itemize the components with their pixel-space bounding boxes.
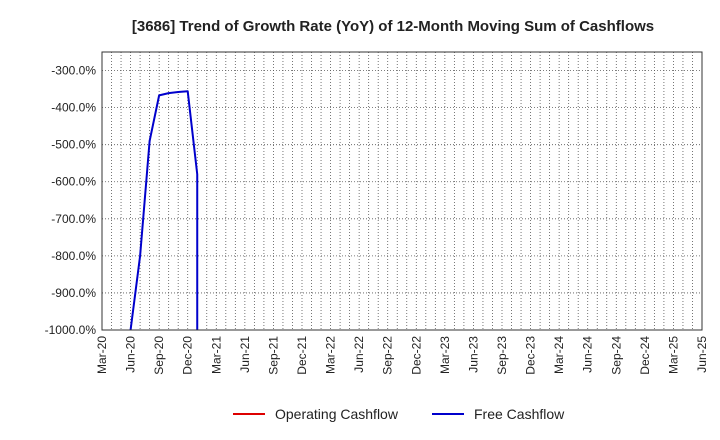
x-tick-label: Dec-23 <box>524 336 538 375</box>
x-tick-label: Sep-20 <box>152 336 166 375</box>
x-axis: Mar-20 Jun-20 Sep-20 Dec-20 Mar-21 Jun-21 Sep-… <box>95 336 709 375</box>
x-tick-label: Sep-21 <box>266 336 280 375</box>
x-tick-label: Jun-22 <box>352 336 366 373</box>
x-tick-label: Mar-25 <box>666 336 680 374</box>
x-tick-label: Jun-20 <box>124 336 138 373</box>
y-tick-label: -900.0% <box>51 286 96 300</box>
legend-label-free-cashflow: Free Cashflow <box>474 406 565 422</box>
chart-title: [3686] Trend of Growth Rate (YoY) of 12-… <box>132 18 654 35</box>
y-tick-label: -700.0% <box>51 212 96 226</box>
x-tick-label: Sep-24 <box>609 336 623 375</box>
y-axis: -300.0% -400.0% -500.0% -600.0% -700.0% -800.… <box>45 64 97 337</box>
series-line-free-cashflow <box>129 90 199 331</box>
x-tick-label: Dec-22 <box>409 336 423 375</box>
plot-area <box>102 52 702 330</box>
x-tick-label: Jun-24 <box>581 336 595 373</box>
x-tick-label: Jun-25 <box>695 336 709 373</box>
x-tick-label: Dec-21 <box>295 336 309 375</box>
y-tick-label: -800.0% <box>51 249 96 263</box>
y-tick-label: -1000.0% <box>45 323 97 337</box>
x-tick-label: Dec-20 <box>181 336 195 375</box>
x-tick-label: Mar-23 <box>438 336 452 374</box>
x-tick-label: Mar-24 <box>552 336 566 374</box>
series-layer <box>129 90 199 331</box>
x-tick-label: Sep-23 <box>495 336 509 375</box>
legend: Operating Cashflow Free Cashflow <box>233 406 565 422</box>
x-tick-label: Jun-23 <box>466 336 480 373</box>
y-tick-label: -600.0% <box>51 175 96 189</box>
x-tick-label: Mar-20 <box>95 336 109 374</box>
x-tick-label: Dec-24 <box>638 336 652 375</box>
y-tick-label: -500.0% <box>51 138 96 152</box>
legend-label-operating-cashflow: Operating Cashflow <box>275 406 399 422</box>
x-tick-label: Jun-21 <box>238 336 252 373</box>
y-tick-label: -400.0% <box>51 101 96 115</box>
plot-border <box>101 51 703 331</box>
x-tick-label: Mar-22 <box>324 336 338 374</box>
x-tick-label: Mar-21 <box>209 336 223 374</box>
y-tick-label: -300.0% <box>51 64 96 78</box>
x-tick-label: Sep-22 <box>381 336 395 375</box>
